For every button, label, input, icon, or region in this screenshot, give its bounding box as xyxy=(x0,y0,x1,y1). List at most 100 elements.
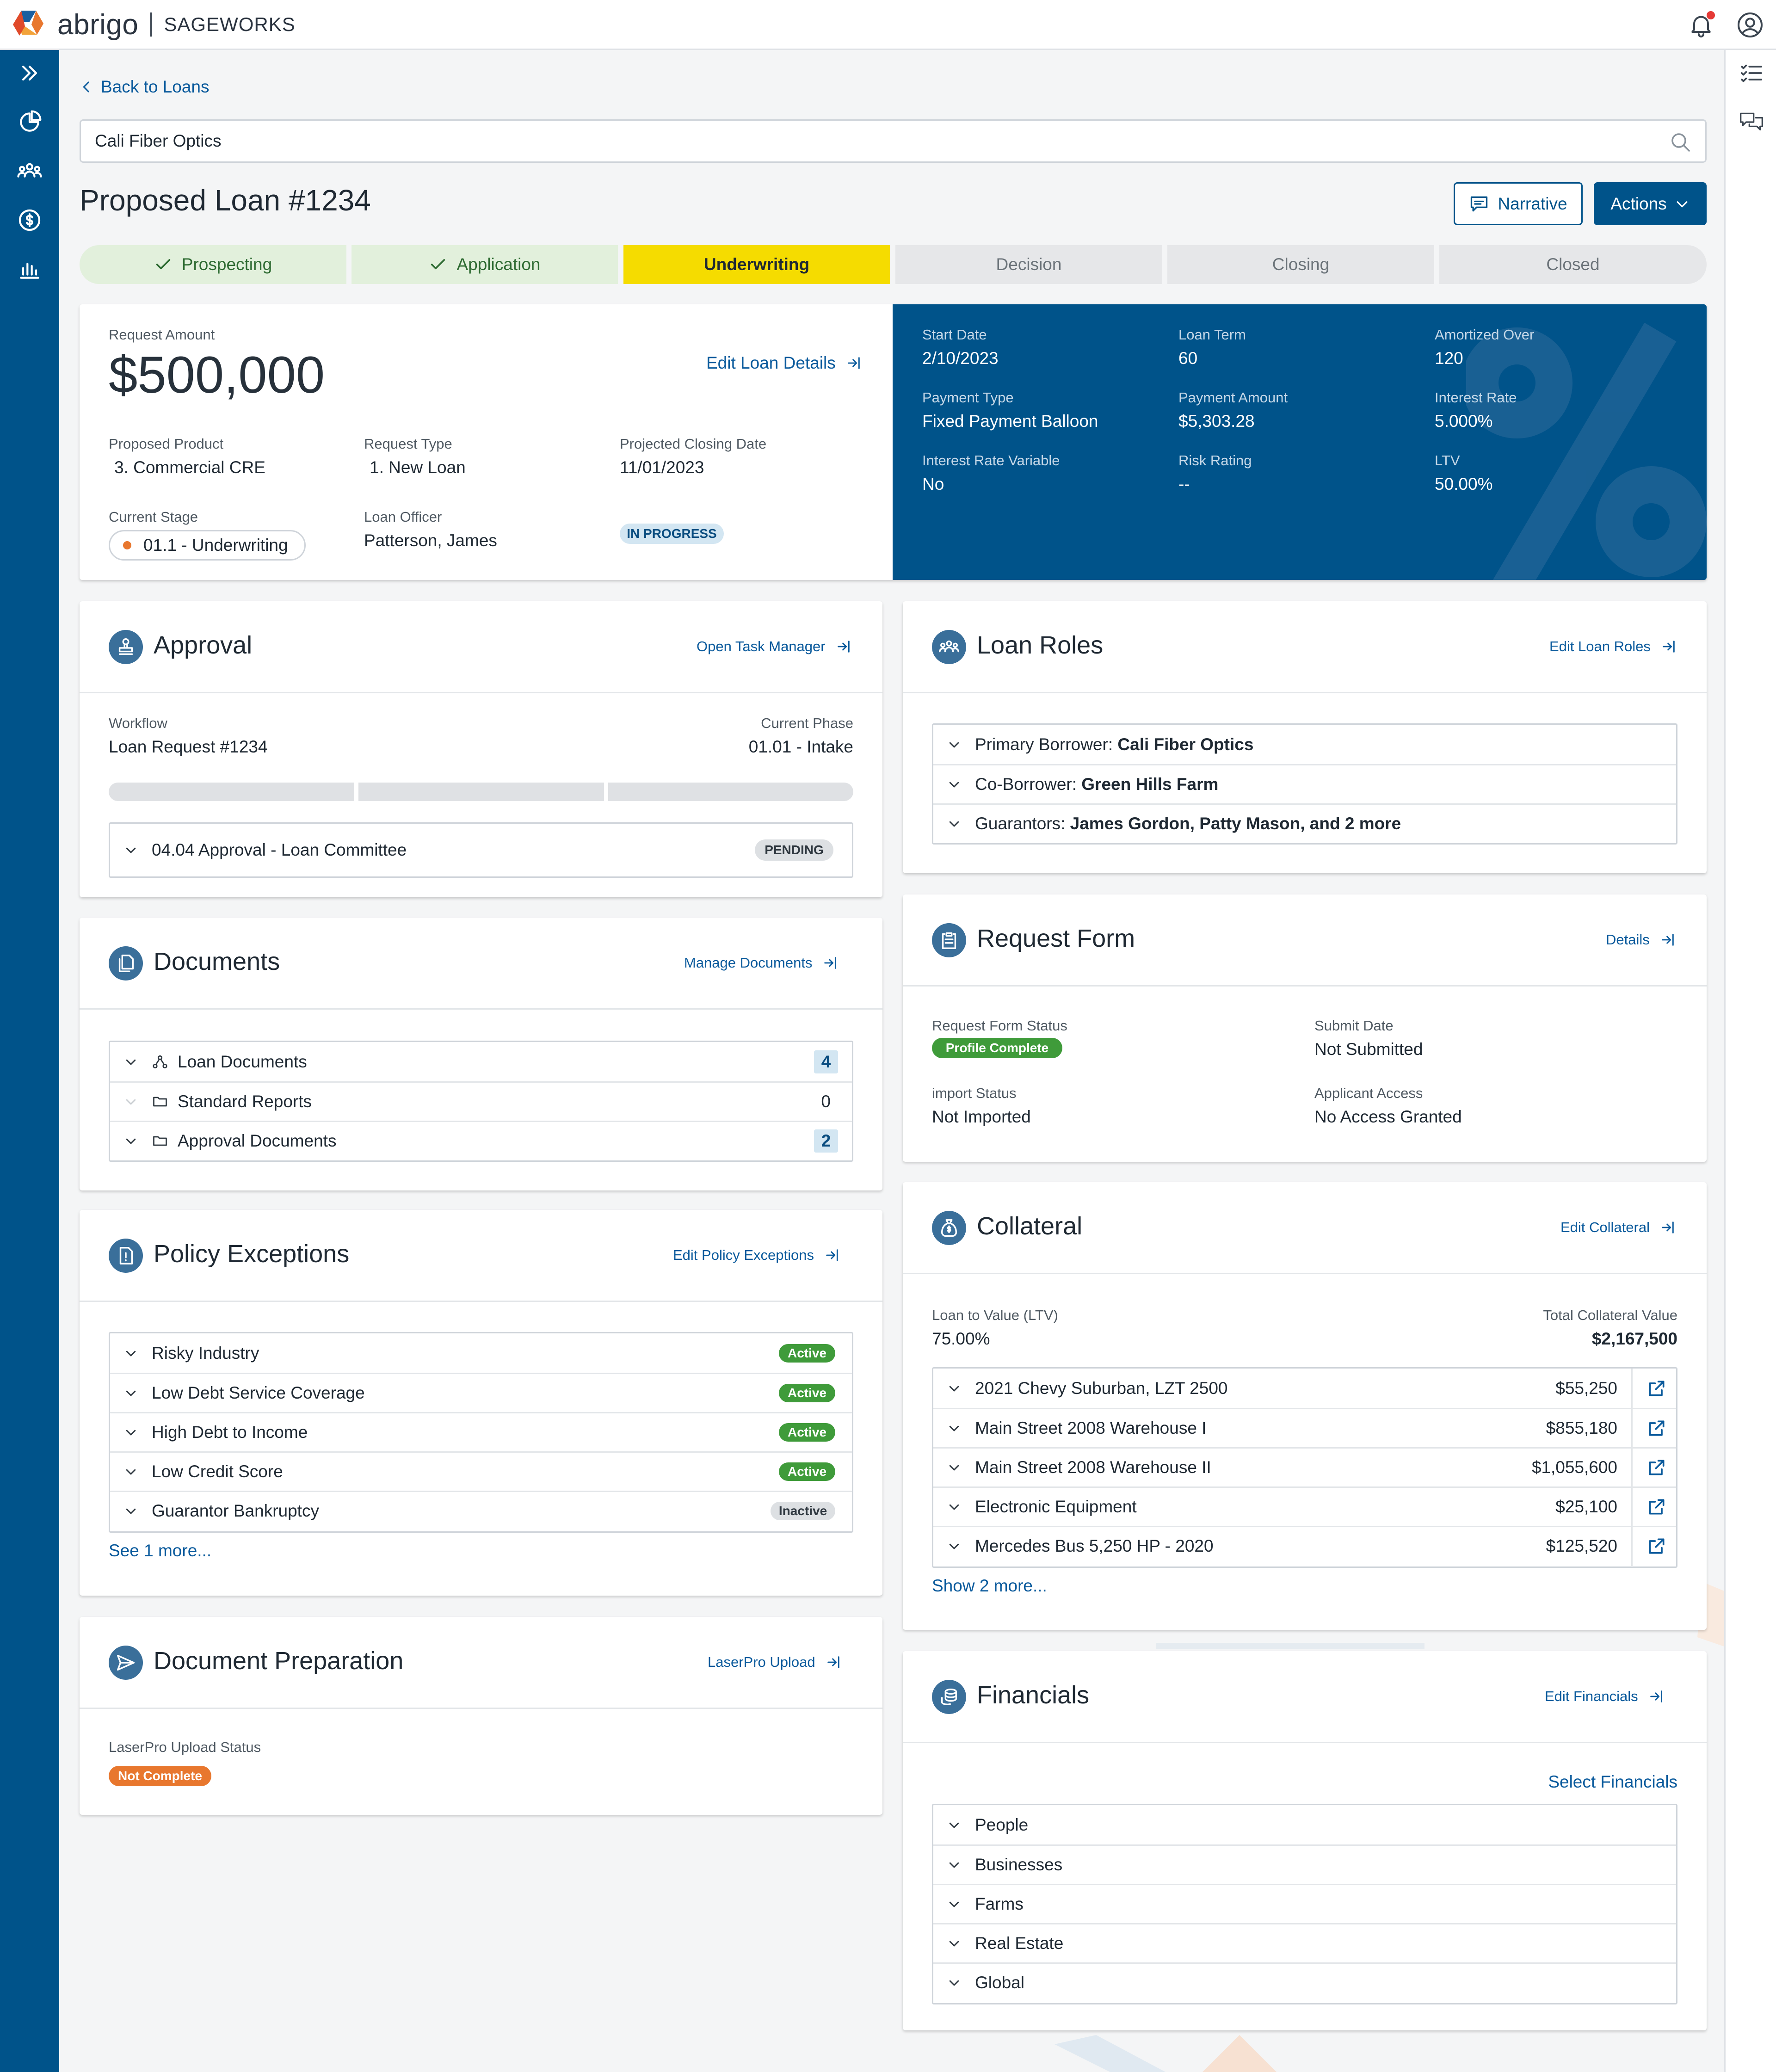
financial-label: Global xyxy=(975,1973,1024,1992)
document-row-loan-documents[interactable]: Loan Documents 4 xyxy=(110,1042,852,1081)
external-link-icon[interactable] xyxy=(1646,1378,1667,1399)
back-to-loans-link[interactable]: Back to Loans xyxy=(79,74,209,100)
policy-exception-row[interactable]: Guarantor Bankruptcy Inactive xyxy=(110,1491,852,1530)
column-divider xyxy=(1631,1487,1633,1527)
policy-exception-label: Guarantor Bankruptcy xyxy=(152,1501,319,1520)
financial-label: Real Estate xyxy=(975,1934,1064,1953)
policy-exceptions-accordion: Risky Industry Active Low Debt Service C… xyxy=(109,1332,853,1533)
import-status-label: import Status xyxy=(932,1085,1017,1101)
document-row-standard-reports[interactable]: Standard Reports 0 xyxy=(110,1081,852,1121)
chevron-down-icon xyxy=(1677,201,1688,207)
loan-role-row[interactable]: Primary Borrower: Cali Fiber Optics xyxy=(933,725,1676,764)
document-preparation-title: Document Preparation xyxy=(154,1647,404,1675)
ltv: 50.00% xyxy=(1435,475,1493,493)
active-badge: Active xyxy=(779,1462,835,1481)
loan-role-row[interactable]: Co-Borrower: Green Hills Farm xyxy=(933,764,1676,803)
external-link-icon[interactable] xyxy=(1646,1536,1667,1556)
edit-financials-link[interactable]: Edit Financials xyxy=(1545,1688,1664,1705)
open-task-manager-link[interactable]: Open Task Manager xyxy=(697,638,851,655)
loan-role-row[interactable]: Guarantors: James Gordon, Patty Mason, a… xyxy=(933,803,1676,843)
checklist-icon[interactable] xyxy=(1739,60,1764,86)
narrative-button[interactable]: Narrative xyxy=(1454,182,1583,225)
approval-title: Approval xyxy=(154,631,253,659)
document-alert-icon xyxy=(109,1239,143,1273)
pie-chart-icon[interactable] xyxy=(17,109,43,135)
logo-divider xyxy=(150,12,152,37)
policy-exception-row[interactable]: Low Debt Service Coverage Active xyxy=(110,1373,852,1412)
column-divider xyxy=(1631,1408,1633,1448)
check-icon xyxy=(431,259,445,270)
role-value: James Gordon, Patty Mason, and 2 more xyxy=(1070,814,1401,833)
bell-icon[interactable] xyxy=(1687,11,1715,39)
bar-chart-icon[interactable] xyxy=(17,256,43,282)
edit-loan-details-link[interactable]: Edit Loan Details xyxy=(706,353,862,373)
stage-underwriting[interactable]: Underwriting xyxy=(623,245,890,284)
folder-icon xyxy=(153,1097,167,1107)
user-icon[interactable] xyxy=(1736,11,1764,39)
policy-exception-row[interactable]: Risky Industry Active xyxy=(110,1333,852,1373)
stage-prospecting[interactable]: Prospecting xyxy=(80,245,346,284)
document-row-approval-documents[interactable]: Approval Documents 2 xyxy=(110,1121,852,1160)
edit-collateral-link[interactable]: Edit Collateral xyxy=(1560,1219,1676,1236)
chevron-down-icon xyxy=(126,1138,136,1144)
role-value: Cali Fiber Optics xyxy=(1117,734,1254,754)
search-input[interactable]: Cali Fiber Optics xyxy=(80,119,1707,163)
loan-officer: Patterson, James xyxy=(364,531,497,550)
external-link-icon[interactable] xyxy=(1646,1457,1667,1478)
arrow-right-to-bracket-icon xyxy=(824,957,837,969)
policy-exception-row[interactable]: Low Credit Score Active xyxy=(110,1451,852,1491)
actions-button[interactable]: Actions xyxy=(1594,182,1707,225)
select-financials-link[interactable]: Select Financials xyxy=(1548,1772,1677,1791)
collateral-card: Collateral Edit Collateral Loan to Value… xyxy=(903,1182,1707,1630)
collateral-row[interactable]: 2021 Chevy Suburban, LZT 2500 $55,250 xyxy=(933,1369,1676,1408)
collateral-value: $125,520 xyxy=(1546,1536,1617,1555)
collateral-label: Main Street 2008 Warehouse II xyxy=(975,1458,1211,1477)
collateral-row[interactable]: Main Street 2008 Warehouse I $855,180 xyxy=(933,1408,1676,1448)
open-task-manager-label: Open Task Manager xyxy=(697,638,826,654)
loan-roles-accordion: Primary Borrower: Cali Fiber Optics Co-B… xyxy=(932,723,1677,845)
chevron-down-icon xyxy=(126,847,136,853)
stage-application[interactable]: Application xyxy=(352,245,618,284)
edit-loan-roles-link[interactable]: Edit Loan Roles xyxy=(1549,638,1677,655)
stage-decision[interactable]: Decision xyxy=(895,245,1162,284)
collateral-row[interactable]: Mercedes Bus 5,250 HP - 2020 $125,520 xyxy=(933,1526,1676,1566)
chevron-left-icon xyxy=(83,81,89,92)
edit-policy-exceptions-link[interactable]: Edit Policy Exceptions xyxy=(673,1247,840,1264)
financial-row[interactable]: Businesses xyxy=(933,1844,1676,1884)
external-link-icon[interactable] xyxy=(1646,1418,1667,1438)
request-form-details-link[interactable]: Details xyxy=(1606,931,1676,948)
financial-row[interactable]: People xyxy=(933,1805,1676,1844)
request-form-card: Request Form Details Request Form Status… xyxy=(903,894,1707,1162)
see-more-link[interactable]: See 1 more... xyxy=(109,1541,212,1560)
financial-row[interactable]: Farms xyxy=(933,1884,1676,1923)
collateral-ltv: 75.00% xyxy=(932,1329,990,1348)
stage-label: Closing xyxy=(1272,255,1330,274)
policy-exception-row[interactable]: High Debt to Income Active xyxy=(110,1412,852,1451)
approval-step-row[interactable]: 04.04 Approval - Loan Committee PENDING xyxy=(110,824,852,876)
show-more-link[interactable]: Show 2 more... xyxy=(932,1576,1047,1595)
external-link-icon[interactable] xyxy=(1646,1497,1667,1517)
financial-row[interactable]: Real Estate xyxy=(933,1923,1676,1962)
expand-icon[interactable] xyxy=(17,60,43,86)
applicant-access: No Access Granted xyxy=(1314,1107,1462,1126)
amortized-label: Amortized Over xyxy=(1435,327,1535,343)
document-count-badge: 4 xyxy=(814,1050,838,1073)
search-icon[interactable] xyxy=(1669,131,1691,153)
documents-card: Documents Manage Documents Loan Document… xyxy=(80,918,882,1190)
chat-icon[interactable] xyxy=(1739,109,1764,135)
manage-documents-link[interactable]: Manage Documents xyxy=(684,955,838,971)
approval-step-accordion[interactable]: 04.04 Approval - Loan Committee PENDING xyxy=(109,822,853,878)
collateral-row[interactable]: Main Street 2008 Warehouse II $1,055,600 xyxy=(933,1447,1676,1487)
collateral-row[interactable]: Electronic Equipment $25,100 xyxy=(933,1486,1676,1527)
loan-roles-title: Loan Roles xyxy=(977,631,1104,659)
brand-logo[interactable]: abrigo SAGEWORKS xyxy=(9,6,296,43)
people-icon[interactable] xyxy=(17,158,43,184)
current-stage-label: Current Stage xyxy=(109,509,198,525)
loan-roles-card: Loan Roles Edit Loan Roles Primary Borro… xyxy=(903,601,1707,873)
dollar-icon[interactable] xyxy=(17,207,43,233)
stage-closed[interactable]: Closed xyxy=(1439,245,1707,284)
document-row-label: Standard Reports xyxy=(178,1092,312,1111)
stage-closing[interactable]: Closing xyxy=(1167,245,1434,284)
laserpro-upload-link[interactable]: LaserPro Upload xyxy=(708,1654,841,1671)
financial-row[interactable]: Global xyxy=(933,1962,1676,2002)
